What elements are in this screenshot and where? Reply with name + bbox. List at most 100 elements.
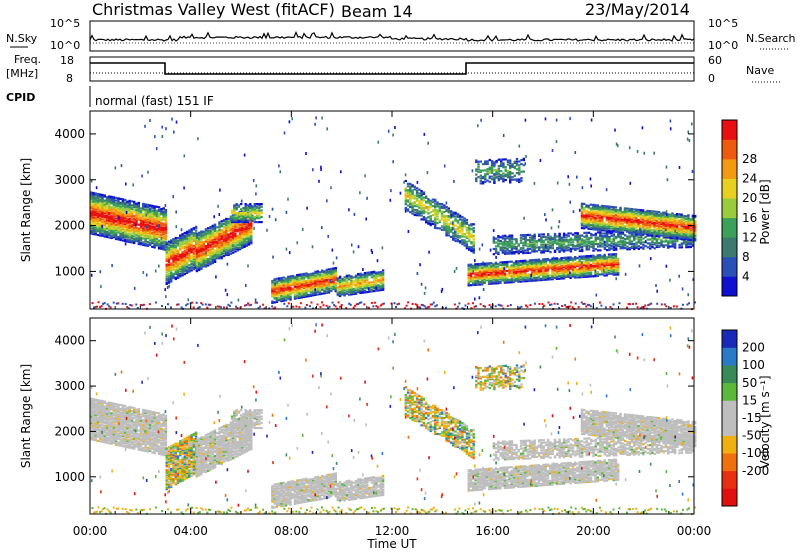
power-cell — [291, 287, 294, 290]
power-cell — [121, 235, 125, 238]
power-cell — [379, 280, 383, 283]
power-cell — [680, 246, 684, 249]
power-cell — [558, 239, 561, 242]
power-cell — [553, 262, 556, 265]
power-cell — [481, 276, 484, 279]
power-cell — [549, 265, 552, 268]
power-cell — [687, 243, 690, 246]
power-cell — [478, 275, 482, 278]
power-cell — [103, 220, 106, 223]
power-cell — [531, 241, 534, 244]
power-cell — [298, 287, 301, 290]
power-cell — [542, 262, 545, 265]
power-cell — [160, 217, 163, 220]
power-cell — [558, 268, 561, 271]
power-cell — [183, 243, 186, 246]
power-cell — [302, 290, 306, 293]
power-cell — [211, 224, 214, 227]
power-cell — [218, 244, 221, 247]
power-cell — [278, 277, 281, 280]
power-cell — [195, 249, 199, 252]
power-cell — [94, 219, 97, 222]
power-cell — [562, 249, 566, 252]
power-cell — [179, 253, 182, 256]
power-cell — [425, 217, 428, 220]
power-cell — [551, 243, 554, 246]
power-cell — [162, 211, 165, 214]
power-cell — [619, 239, 622, 242]
power-cell — [230, 221, 234, 224]
power-cell — [361, 285, 364, 288]
power-cell — [167, 268, 171, 271]
power-cell — [585, 245, 588, 249]
power-cell — [336, 287, 339, 290]
power-cell — [341, 284, 344, 287]
power-cell — [576, 273, 579, 276]
power-cell — [449, 222, 453, 226]
power-cell — [474, 264, 477, 267]
power-cell — [685, 246, 688, 249]
power-cell — [565, 233, 568, 236]
power-cell — [307, 279, 310, 282]
power-cell — [465, 243, 469, 246]
power-cell — [542, 260, 545, 263]
power-cell — [528, 240, 532, 243]
power-cell — [110, 208, 113, 211]
power-cell — [560, 248, 563, 251]
power-cell — [531, 236, 534, 239]
power-cell — [139, 219, 143, 222]
power-cell — [305, 281, 308, 284]
power-cell — [549, 242, 552, 245]
power-cell — [164, 234, 168, 237]
power-cell — [117, 202, 120, 205]
power-cell — [200, 256, 203, 259]
power-cell — [164, 225, 168, 228]
power-cell — [174, 236, 177, 240]
power-cell — [540, 268, 543, 271]
power-cell — [434, 209, 437, 212]
power-cell — [512, 261, 516, 264]
power-cell — [348, 293, 351, 296]
power-cell — [560, 237, 563, 240]
power-cell — [218, 230, 221, 233]
power-cell — [246, 221, 250, 224]
power-cell — [580, 224, 584, 227]
power-cell — [327, 276, 331, 279]
power-cell — [467, 284, 470, 287]
power-cell — [619, 233, 622, 236]
power-cell — [99, 208, 102, 211]
power-cell — [117, 226, 120, 229]
power-cell — [300, 284, 303, 287]
power-cell — [549, 266, 552, 269]
power-cell — [174, 248, 177, 251]
power-cell — [247, 229, 251, 232]
power-cell — [519, 266, 522, 269]
power-cell — [521, 276, 525, 279]
power-cell — [585, 274, 588, 277]
power-cell — [99, 210, 102, 213]
power-cell — [542, 278, 545, 281]
power-cell — [188, 244, 191, 247]
power-cell — [103, 235, 106, 238]
power-cell — [592, 262, 595, 265]
power-cell — [195, 263, 199, 266]
power-cell — [608, 248, 611, 252]
power-cell — [192, 228, 196, 231]
power-cell — [121, 206, 125, 209]
power-cell — [592, 223, 595, 226]
power-cell — [90, 191, 93, 194]
power-cell — [497, 242, 500, 245]
power-cell — [103, 231, 106, 234]
power-cell — [90, 196, 93, 199]
power-cell — [639, 241, 643, 244]
power-cell — [496, 271, 500, 274]
power-cell — [190, 238, 193, 241]
power-cell — [494, 249, 498, 252]
power-cell — [540, 262, 543, 265]
power-cell — [576, 262, 579, 265]
power-cell — [354, 288, 358, 291]
power-cell — [544, 264, 547, 267]
power-cell — [174, 254, 177, 257]
power-cell — [327, 283, 331, 286]
power-cell — [381, 287, 385, 290]
